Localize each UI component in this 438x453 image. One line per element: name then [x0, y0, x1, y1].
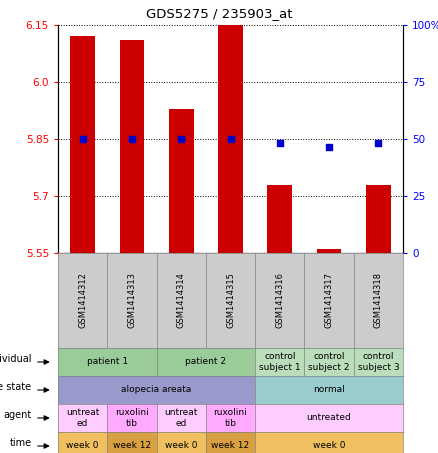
Bar: [120, 40, 144, 253]
Text: week 0: week 0: [313, 442, 345, 450]
Point: [325, 143, 332, 150]
Text: untreat
ed: untreat ed: [66, 408, 99, 428]
Bar: [218, 25, 243, 253]
Text: time: time: [9, 438, 32, 448]
Text: week 12: week 12: [212, 442, 250, 450]
Point: [227, 135, 234, 143]
Point: [375, 139, 382, 146]
Point: [178, 135, 185, 143]
Text: control
subject 2: control subject 2: [308, 352, 350, 372]
Text: GSM1414312: GSM1414312: [78, 273, 87, 328]
Text: normal: normal: [313, 386, 345, 395]
Bar: [366, 185, 391, 253]
Text: GSM1414315: GSM1414315: [226, 273, 235, 328]
Bar: [71, 36, 95, 253]
Bar: [268, 185, 292, 253]
Text: disease state: disease state: [0, 382, 32, 392]
Text: ruxolini
tib: ruxolini tib: [115, 408, 149, 428]
Text: agent: agent: [3, 410, 32, 420]
Text: week 0: week 0: [67, 442, 99, 450]
Point: [79, 135, 86, 143]
Text: GSM1414317: GSM1414317: [325, 273, 334, 328]
Text: week 0: week 0: [165, 442, 198, 450]
Text: untreated: untreated: [307, 414, 351, 423]
Text: untreat
ed: untreat ed: [165, 408, 198, 428]
Text: control
subject 3: control subject 3: [357, 352, 399, 372]
Text: alopecia areata: alopecia areata: [121, 386, 192, 395]
Text: control
subject 1: control subject 1: [259, 352, 300, 372]
Bar: [169, 109, 194, 253]
Text: patient 2: patient 2: [185, 357, 226, 366]
Text: GDS5275 / 235903_at: GDS5275 / 235903_at: [146, 7, 292, 20]
Text: week 12: week 12: [113, 442, 151, 450]
Text: individual: individual: [0, 354, 32, 364]
Text: ruxolini
tib: ruxolini tib: [214, 408, 247, 428]
Text: GSM1414313: GSM1414313: [127, 273, 136, 328]
Text: GSM1414318: GSM1414318: [374, 273, 383, 328]
Text: patient 1: patient 1: [87, 357, 128, 366]
Point: [128, 135, 135, 143]
Text: GSM1414314: GSM1414314: [177, 273, 186, 328]
Point: [276, 139, 283, 146]
Text: GSM1414316: GSM1414316: [276, 273, 284, 328]
Bar: [317, 249, 341, 253]
